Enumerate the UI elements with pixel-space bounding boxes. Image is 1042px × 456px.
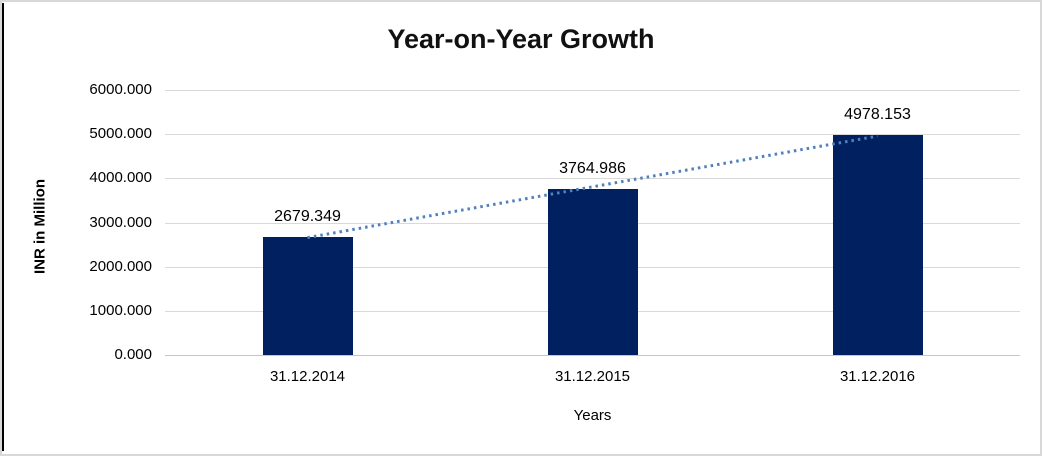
bar — [547, 188, 638, 355]
x-tick-label: 31.12.2014 — [269, 368, 346, 385]
x-tick-label: 31.12.2015 — [554, 368, 631, 385]
left-border-line — [2, 3, 4, 451]
x-axis-line — [165, 355, 1020, 356]
y-tick-label: 5000.000 — [89, 125, 152, 143]
x-axis-title: Years — [573, 407, 612, 424]
bar — [832, 135, 923, 355]
y-tick-label: 1000.000 — [89, 301, 152, 319]
x-tick-label: 31.12.2016 — [839, 368, 916, 385]
chart-title: Year-on-Year Growth — [387, 24, 655, 54]
gridline — [165, 90, 1020, 91]
bar-value-label: 3764.986 — [559, 159, 626, 177]
y-tick-label: 6000.000 — [89, 81, 152, 98]
y-tick-label: 4000.000 — [89, 169, 152, 187]
y-tick-label: 3000.000 — [89, 213, 152, 231]
y-tick-label: 0.000 — [114, 346, 152, 363]
bar-value-label: 2679.349 — [274, 207, 341, 225]
bar — [262, 236, 353, 355]
bar-value-label: 4978.153 — [844, 106, 911, 124]
y-tick-label: 2000.000 — [89, 257, 152, 275]
